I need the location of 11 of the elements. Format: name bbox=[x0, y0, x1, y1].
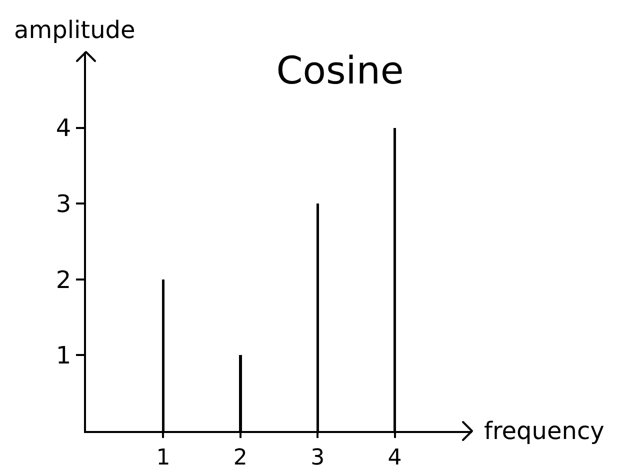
y-tick-label: 4 bbox=[56, 114, 72, 142]
x-tick-label: 3 bbox=[310, 445, 325, 470]
chart-title: Cosine bbox=[276, 48, 404, 92]
x-tick-label: 1 bbox=[156, 445, 170, 470]
y-axis-title: amplitude bbox=[14, 16, 136, 44]
x-tick-label: 2 bbox=[233, 445, 248, 470]
y-tick-label: 1 bbox=[56, 342, 72, 370]
x-tick-label: 4 bbox=[388, 445, 402, 470]
y-tick-label: 2 bbox=[56, 266, 72, 294]
x-axis-title: frequency bbox=[484, 417, 604, 445]
y-tick-label: 3 bbox=[56, 190, 72, 218]
